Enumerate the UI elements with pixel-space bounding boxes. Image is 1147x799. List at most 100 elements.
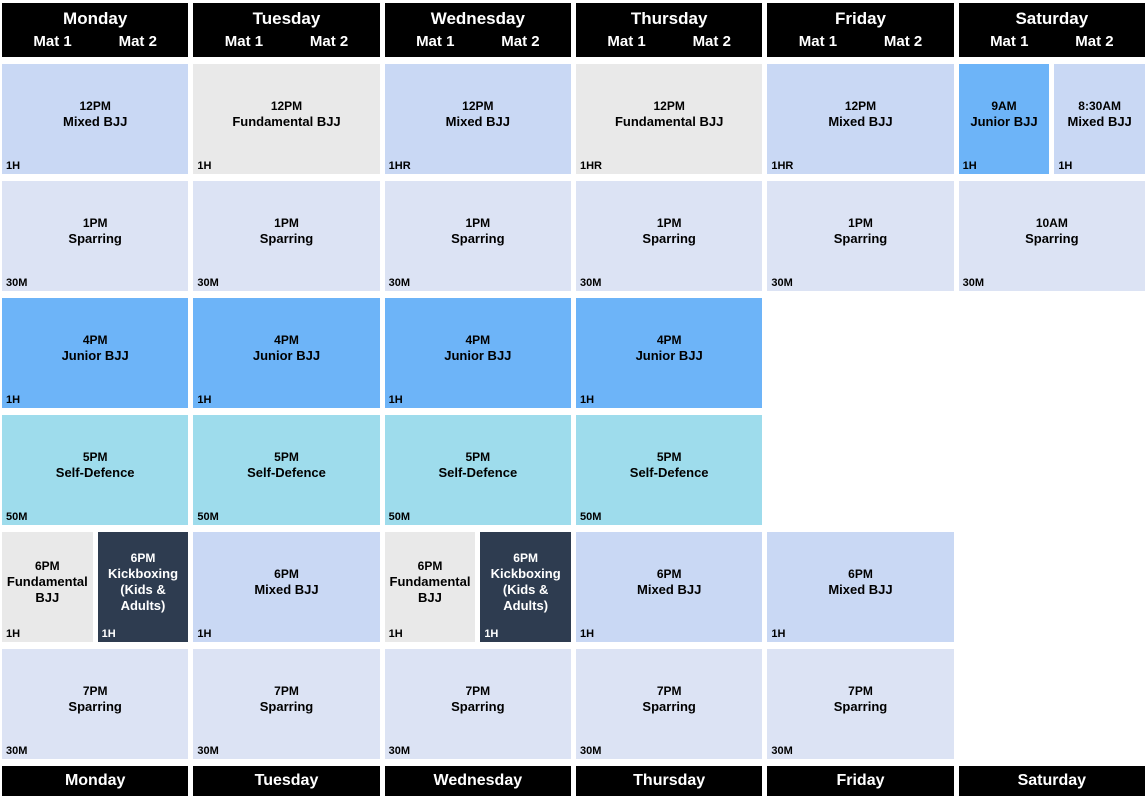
- class-duration-label: 30M: [197, 745, 219, 757]
- mat-2-label: Mat 2: [883, 32, 923, 50]
- class-duration-label: 1H: [771, 628, 786, 640]
- class-block-junior: 9AM Junior BJJ 1H: [958, 64, 1050, 174]
- mat-labels-row: Mat 1 Mat 2: [393, 33, 563, 51]
- class-block-mixed: 6PM Mixed BJJ 1H: [193, 532, 380, 642]
- class-block-mixed: 6PM Mixed BJJ 1H: [575, 532, 763, 642]
- class-duration-label: 1H: [197, 394, 212, 406]
- class-block-mixed: 6PM Mixed BJJ 1H: [767, 532, 954, 642]
- slot-row: 7PM Sparring 30M: [2, 649, 189, 759]
- slot-row: 5PM Self-Defence 50M: [2, 415, 189, 525]
- class-title-label: Mixed BJJ: [1067, 113, 1132, 129]
- class-time-label: 6PM: [417, 558, 443, 573]
- class-block-sparring: 7PM Sparring 30M: [384, 649, 571, 759]
- class-time-label: 4PM: [465, 332, 491, 347]
- class-block-sparring: 1PM Sparring 30M: [767, 181, 954, 291]
- class-title-label: Junior BJJ: [252, 347, 321, 363]
- class-duration-label: 30M: [579, 277, 602, 289]
- class-duration-label: 30M: [579, 745, 602, 757]
- class-time-label: 1PM: [656, 215, 682, 230]
- class-duration-label: 1H: [6, 628, 21, 640]
- class-block-junior: 4PM Junior BJJ 1H: [384, 298, 571, 408]
- class-time-label: 6PM: [513, 550, 538, 565]
- slot-row: 1PM Sparring 30M: [575, 181, 763, 291]
- class-duration-label: 1HR: [579, 160, 602, 172]
- day-column-thursday: Thursday Mat 1 Mat 2 12PM Fundamental BJJ 1HR…: [575, 3, 763, 799]
- slot-row: 6PM Fundamental BJJ 1H 6PM Kickboxing (Kids …: [384, 532, 571, 642]
- class-time-label: 5PM: [656, 449, 682, 464]
- slot-row: [959, 532, 1145, 642]
- class-block-kickboxing: 6PM Kickboxing (Kids & Adults) 1H: [97, 532, 189, 642]
- slot-row: 4PM Junior BJJ 1H: [193, 298, 380, 408]
- class-title-label: Sparring: [642, 698, 696, 714]
- class-block-fundamental: 12PM Fundamental BJJ 1HR: [575, 64, 763, 174]
- class-block-selfdefence: 5PM Self-Defence 50M: [384, 415, 571, 525]
- class-title-label: Junior BJJ: [635, 347, 703, 363]
- class-title-label: Sparring: [259, 230, 314, 246]
- class-title-label: Sparring: [642, 230, 696, 246]
- class-block-selfdefence: 5PM Self-Defence 50M: [193, 415, 380, 525]
- day-footer-thursday: Thursday: [575, 766, 763, 796]
- class-duration-label: 30M: [388, 277, 411, 289]
- day-footer-monday: Monday: [2, 766, 189, 796]
- class-duration-label: 1H: [388, 628, 403, 640]
- class-title-label: Sparring: [68, 230, 122, 246]
- slot-row: 6PM Mixed BJJ 1H: [575, 532, 763, 642]
- class-block-junior: 4PM Junior BJJ 1H: [575, 298, 763, 408]
- mat-2-label: Mat 2: [309, 32, 349, 50]
- mat-1-label: Mat 1: [607, 32, 646, 50]
- class-duration-label: 1H: [579, 394, 595, 406]
- day-name-label: Tuesday: [252, 8, 321, 28]
- class-duration-label: 30M: [6, 277, 28, 289]
- class-block-sparring: 7PM Sparring 30M: [575, 649, 763, 759]
- class-title-label: Fundamental BJJ: [389, 573, 471, 606]
- class-block-fundamental: 12PM Fundamental BJJ 1H: [193, 64, 380, 174]
- class-title-label: Sparring: [451, 698, 505, 714]
- class-time-label: 7PM: [656, 683, 682, 698]
- class-block-mixed: 12PM Mixed BJJ 1HR: [767, 64, 954, 174]
- slot-row: 1PM Sparring 30M: [2, 181, 189, 291]
- day-column-saturday: Saturday Mat 1 Mat 2 9AM Junior BJJ 1H 8:30AM M…: [958, 3, 1145, 799]
- mat-1-label: Mat 1: [33, 32, 72, 50]
- mat-labels-row: Mat 1 Mat 2: [201, 32, 371, 51]
- day-footer-friday: Friday: [767, 766, 954, 796]
- day-header-monday: Monday Mat 1 Mat 2: [2, 3, 189, 57]
- class-time-label: 6PM: [848, 566, 873, 581]
- class-time-label: 7PM: [848, 683, 873, 698]
- class-duration-label: 50M: [579, 511, 602, 523]
- class-duration-label: 30M: [962, 277, 985, 289]
- class-title-label: Mixed BJJ: [63, 113, 128, 129]
- day-name-label: Wednesday: [430, 8, 525, 28]
- slot-row: [767, 415, 953, 525]
- class-duration-label: 1H: [579, 628, 595, 640]
- slot-row: 1PM Sparring 30M: [767, 181, 954, 291]
- class-time-label: 12PM: [653, 98, 685, 113]
- class-duration-label: 30M: [388, 745, 411, 757]
- class-block-sparring: 1PM Sparring 30M: [575, 181, 763, 291]
- slot-row: 4PM Junior BJJ 1H: [575, 298, 763, 408]
- slot-row: 10AM Sparring 30M: [958, 181, 1145, 291]
- slot-row: 12PM Fundamental BJJ 1HR: [575, 64, 763, 174]
- mat-labels-row: Mat 1 Mat 2: [10, 32, 180, 51]
- class-block-fundamental: 6PM Fundamental BJJ 1H: [2, 532, 93, 642]
- class-block-fundamental: 6PM Fundamental BJJ 1H: [384, 532, 476, 642]
- class-duration-label: 30M: [6, 745, 28, 757]
- class-duration-label: 1HR: [388, 160, 411, 172]
- slot-row: 4PM Junior BJJ 1H: [2, 298, 189, 408]
- day-name-label: Friday: [834, 8, 886, 28]
- class-block-kickboxing: 6PM Kickboxing (Kids & Adults) 1H: [480, 532, 571, 642]
- class-time-label: 9AM: [991, 98, 1017, 113]
- class-duration-label: 30M: [771, 277, 793, 289]
- class-time-label: 5PM: [274, 449, 299, 464]
- class-duration-label: 1H: [197, 160, 212, 172]
- slot-row: 4PM Junior BJJ 1H: [384, 298, 571, 408]
- class-duration-label: 1H: [6, 394, 21, 406]
- mat-2-label: Mat 2: [692, 32, 731, 50]
- slot-row: 6PM Fundamental BJJ 1H 6PM Kickboxing (Kids …: [2, 532, 189, 642]
- slot-row: 5PM Self-Defence 50M: [193, 415, 380, 525]
- class-time-label: 12PM: [270, 98, 303, 113]
- day-column-wednesday: Wednesday Mat 1 Mat 2 12PM Mixed BJJ 1HR 1PM Sp…: [384, 3, 571, 799]
- mat-labels-row: Mat 1 Mat 2: [967, 33, 1137, 51]
- class-title-label: Self-Defence: [629, 464, 709, 480]
- class-title-label: Mixed BJJ: [254, 581, 319, 597]
